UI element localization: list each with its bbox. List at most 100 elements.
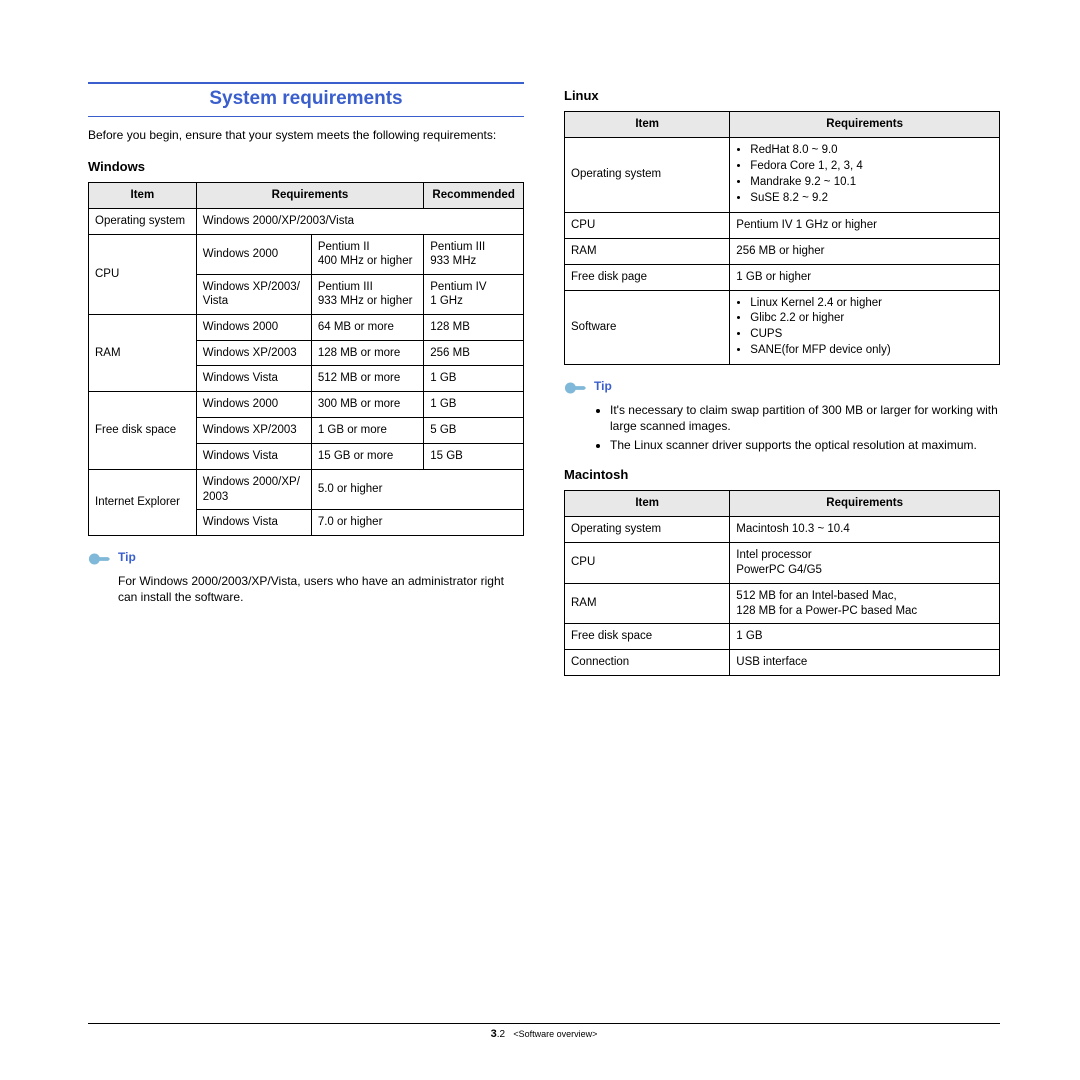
cell: Windows 2000 (196, 314, 311, 340)
intro-text: Before you begin, ensure that your syste… (88, 127, 524, 143)
windows-tip-text: For Windows 2000/2003/XP/Vista, users wh… (118, 573, 524, 605)
cell: Windows XP/2003 (196, 418, 311, 444)
cell: Pentium III933 MHz (424, 235, 524, 275)
cell-cpu-label: CPU (89, 235, 197, 315)
table-row: Operating systemMacintosh 10.3 ~ 10.4 (565, 516, 1000, 542)
cell: Free disk space (565, 624, 730, 650)
mac-table: Item Requirements Operating systemMacint… (564, 490, 1000, 677)
table-row: Operating systemRedHat 8.0 ~ 9.0Fedora C… (565, 137, 1000, 212)
cell: Operating system (565, 137, 730, 212)
table-row: ConnectionUSB interface (565, 650, 1000, 676)
cell: Windows XP/2003 (196, 340, 311, 366)
table-row: Operating system Windows 2000/XP/2003/Vi… (89, 209, 524, 235)
cell-os-label: Operating system (89, 209, 197, 235)
table-row: RAM Windows 2000 64 MB or more 128 MB (89, 314, 524, 340)
linux-heading: Linux (564, 88, 1000, 103)
page: System requirements Before you begin, en… (0, 0, 1080, 730)
cell: 15 GB (424, 444, 524, 470)
cell: Windows Vista (196, 444, 311, 470)
cell: Windows Vista (196, 509, 311, 535)
cell: Free disk page (565, 264, 730, 290)
cell: 1 GB or more (311, 418, 423, 444)
cell: 15 GB or more (311, 444, 423, 470)
cell: Macintosh 10.3 ~ 10.4 (730, 516, 1000, 542)
linux-table: Item Requirements Operating systemRedHat… (564, 111, 1000, 365)
cell: RAM (565, 238, 730, 264)
page-number-minor: .2 (497, 1029, 505, 1040)
col-requirements: Requirements (730, 490, 1000, 516)
col-requirements: Requirements (196, 183, 424, 209)
tip-bullet: It's necessary to claim swap partition o… (610, 402, 1000, 434)
cell: Connection (565, 650, 730, 676)
cell: 1 GB (424, 392, 524, 418)
cell-ie-label: Internet Explorer (89, 470, 197, 536)
cell: 256 MB (424, 340, 524, 366)
tip-bullet: The Linux scanner driver supports the op… (610, 437, 1000, 453)
cell: 512 MB for an Intel-based Mac,128 MB for… (730, 583, 1000, 624)
tip-label: Tip (118, 550, 136, 564)
tip-icon (564, 380, 586, 396)
cell: 256 MB or higher (730, 238, 1000, 264)
page-footer: 3.2 <Software overview> (88, 1023, 1000, 1040)
cell: RedHat 8.0 ~ 9.0Fedora Core 1, 2, 3, 4Ma… (730, 137, 1000, 212)
cell: 300 MB or more (311, 392, 423, 418)
table-row: RAM256 MB or higher (565, 238, 1000, 264)
linux-tip-body: It's necessary to claim swap partition o… (594, 402, 1000, 453)
table-row: CPUPentium IV 1 GHz or higher (565, 212, 1000, 238)
table-row: Internet Explorer Windows 2000/XP/2003 5… (89, 470, 524, 510)
cell: 128 MB (424, 314, 524, 340)
cell: Windows 2000 (196, 235, 311, 275)
tip-label: Tip (594, 379, 612, 393)
cell: 128 MB or more (311, 340, 423, 366)
col-item: Item (565, 490, 730, 516)
cell: RAM (565, 583, 730, 624)
page-title: System requirements (209, 88, 402, 109)
col-item: Item (89, 183, 197, 209)
cell: 1 GB (730, 624, 1000, 650)
cell: Windows Vista (196, 366, 311, 392)
cell: 1 GB (424, 366, 524, 392)
cell: Pentium IV1 GHz (424, 274, 524, 314)
cell: 512 MB or more (311, 366, 423, 392)
cell: Windows XP/2003/Vista (196, 274, 311, 314)
cell: 64 MB or more (311, 314, 423, 340)
cell-ram-label: RAM (89, 314, 197, 392)
windows-table: Item Requirements Recommended Operating … (88, 182, 524, 536)
cell: Linux Kernel 2.4 or higherGlibc 2.2 or h… (730, 290, 1000, 365)
windows-tip-header: Tip (88, 550, 524, 567)
cell: 5.0 or higher (311, 470, 523, 510)
mac-heading: Macintosh (564, 467, 1000, 482)
cell: Software (565, 290, 730, 365)
cell: CPU (565, 212, 730, 238)
table-row: SoftwareLinux Kernel 2.4 or higherGlibc … (565, 290, 1000, 365)
footer-section: <Software overview> (513, 1029, 597, 1039)
left-column: System requirements Before you begin, en… (88, 82, 524, 690)
windows-heading: Windows (88, 159, 524, 174)
cell-os-value: Windows 2000/XP/2003/Vista (196, 209, 523, 235)
table-row: CPU Windows 2000 Pentium II400 MHz or hi… (89, 235, 524, 275)
right-column: Linux Item Requirements Operating system… (564, 82, 1000, 690)
col-item: Item (565, 112, 730, 138)
cell: Pentium II400 MHz or higher (311, 235, 423, 275)
cell: 5 GB (424, 418, 524, 444)
cell: CPU (565, 542, 730, 583)
col-requirements: Requirements (730, 112, 1000, 138)
cell: 7.0 or higher (311, 509, 523, 535)
col-recommended: Recommended (424, 183, 524, 209)
table-header-row: Item Requirements Recommended (89, 183, 524, 209)
cell: Pentium IV 1 GHz or higher (730, 212, 1000, 238)
cell: Windows 2000 (196, 392, 311, 418)
table-row: Free disk page1 GB or higher (565, 264, 1000, 290)
main-title-rule: System requirements (88, 82, 524, 117)
tip-icon (88, 551, 110, 567)
cell: 1 GB or higher (730, 264, 1000, 290)
cell: USB interface (730, 650, 1000, 676)
cell: Operating system (565, 516, 730, 542)
cell: Windows 2000/XP/2003 (196, 470, 311, 510)
table-row: Free disk space Windows 2000 300 MB or m… (89, 392, 524, 418)
cell: Intel processorPowerPC G4/G5 (730, 542, 1000, 583)
cell-disk-label: Free disk space (89, 392, 197, 470)
table-row: CPUIntel processorPowerPC G4/G5 (565, 542, 1000, 583)
table-header-row: Item Requirements (565, 112, 1000, 138)
table-row: RAM512 MB for an Intel-based Mac,128 MB … (565, 583, 1000, 624)
